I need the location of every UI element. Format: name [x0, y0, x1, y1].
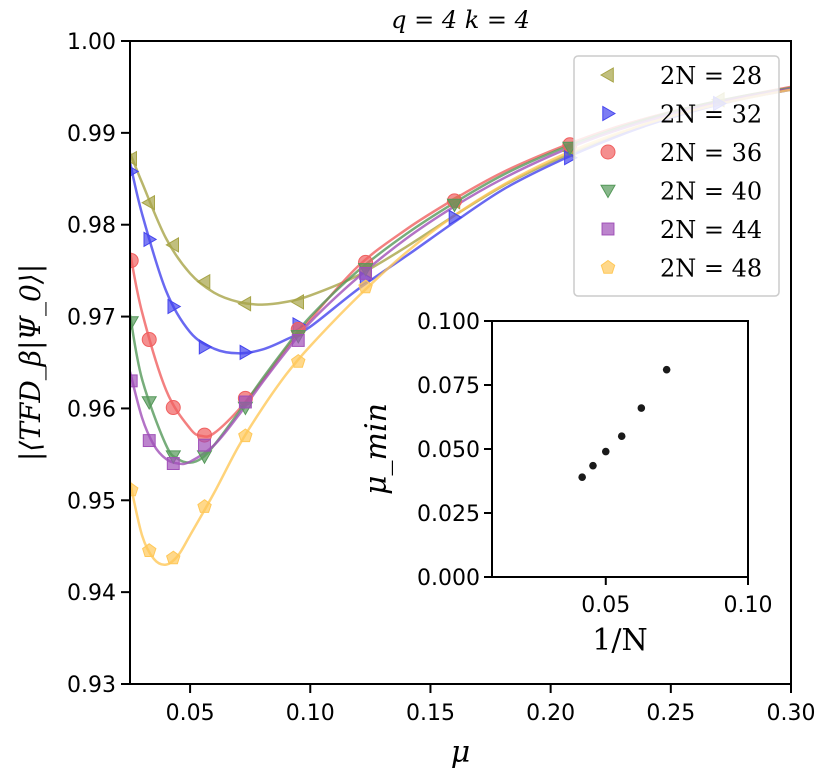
inset-point-1: [589, 461, 597, 470]
data-point-s1-1: [143, 231, 158, 248]
data-point-s4-6: [359, 266, 373, 280]
x-tick-label: 0.10: [286, 701, 335, 726]
legend-box: [573, 55, 780, 297]
y-tick-label: 0.97: [67, 306, 116, 331]
inset-x-axis-label: 1/N: [592, 623, 647, 658]
inset-x-tick-label: 0.05: [581, 593, 630, 618]
data-point-s3-0: [130, 316, 140, 331]
inset-x-tick-label: 0.10: [724, 593, 773, 618]
y-tick-label: 0.95: [67, 489, 116, 514]
data-point-s5-4: [238, 428, 253, 443]
data-point-s1-4: [239, 344, 254, 361]
data-point-s5-3: [197, 499, 212, 513]
legend-marker-5: [600, 259, 616, 274]
inset-y-tick-label: 0.025: [417, 502, 480, 527]
data-point-s3-2: [165, 450, 182, 465]
inset-frame: [491, 320, 749, 578]
legend-label-0: 2N = 28: [660, 62, 762, 90]
data-point-s3-1: [141, 396, 158, 411]
data-point-s0-5: [290, 294, 304, 310]
legend-label-2: 2N = 36: [660, 139, 762, 167]
data-point-s4-5: [291, 334, 305, 347]
inset-y-tick-label: 0.000: [417, 566, 480, 591]
inset-y-tick-label: 0.100: [417, 310, 480, 335]
data-point-s2-2: [165, 400, 181, 416]
x-tick-label: 0.20: [526, 701, 575, 726]
data-point-s5-2: [166, 550, 181, 565]
data-point-s4-0: [130, 374, 138, 388]
data-point-s4-3: [198, 438, 211, 452]
y-tick-label: 0.94: [67, 581, 116, 606]
legend-marker-3: [600, 184, 616, 199]
data-point-s4-4: [238, 395, 252, 409]
legend-label-3: 2N = 40: [660, 178, 762, 206]
data-point-s1-8: [564, 149, 578, 166]
data-point-s0-4: [237, 295, 252, 312]
x-tick-label: 0.15: [406, 701, 455, 726]
y-tick-label: 0.99: [67, 122, 116, 147]
data-point-s2-1: [141, 332, 157, 348]
legend-marker-1: [602, 105, 617, 122]
data-point-s5-6: [358, 279, 373, 294]
y-tick-label: 0.98: [67, 214, 116, 239]
legend-marker-2: [600, 144, 616, 160]
inset-plot: 0.05 0.10 0.000 0.025 0.050 0.075 0.100 1/N μ_mi…: [359, 310, 772, 658]
data-point-s4-1: [142, 434, 156, 448]
data-point-s5-0: [130, 482, 139, 497]
legend-label-5: 2N = 48: [660, 255, 762, 283]
data-point-s5-1: [142, 543, 157, 557]
inset-y-tick-label: 0.075: [417, 374, 480, 399]
y-tick-label: 0.96: [67, 397, 116, 422]
data-point-s1-7: [448, 209, 463, 226]
y-tick-label: 0.93: [67, 673, 116, 698]
data-point-s5-5: [291, 353, 306, 368]
inset-y-tick-label: 0.050: [417, 438, 480, 463]
x-tick-label: 0.25: [646, 701, 695, 726]
inset-point-3: [617, 432, 626, 441]
data-point-s4-2: [166, 457, 180, 470]
data-point-s3-7: [446, 198, 463, 213]
data-point-s1-3: [198, 339, 213, 355]
legend-marker-4: [601, 222, 615, 236]
data-point-s0-3: [196, 273, 211, 290]
x-tick-label: 0.30: [767, 701, 816, 726]
data-markers: [130, 91, 727, 565]
y-axis-label: |⟨TFD_β|Ψ_0⟩|: [14, 264, 47, 461]
legend-label-1: 2N = 32: [660, 101, 762, 129]
inset-point-0: [578, 473, 586, 481]
data-point-s0-2: [165, 237, 179, 253]
data-point-s1-0: [130, 166, 140, 177]
legend-label-4: 2N = 44: [660, 216, 762, 244]
inset-y-axis-label: μ_min: [359, 403, 394, 495]
main-plot: 0.05 0.10 0.15 0.20 0.25 0.30 0.93 0.94 0.95 0.96…: [14, 6, 815, 770]
data-point-s1-2: [167, 298, 182, 315]
y-tick-label: 1.00: [67, 30, 116, 55]
inset-point-5: [662, 365, 671, 374]
inset-point-4: [637, 404, 646, 412]
data-point-s0-1: [141, 194, 155, 211]
x-tick-label: 0.05: [166, 701, 215, 726]
inset-point-2: [601, 447, 610, 456]
chart-title: q = 4 k = 4: [391, 6, 530, 34]
legend-marker-0: [599, 67, 614, 83]
plot-frame: [129, 40, 792, 685]
data-point-s2-0: [130, 253, 139, 269]
legend: 2N = 28 2N = 32 2N = 36 2N = 40 2N = 44 2N = …: [573, 55, 780, 297]
x-axis-label: μ: [451, 735, 471, 770]
